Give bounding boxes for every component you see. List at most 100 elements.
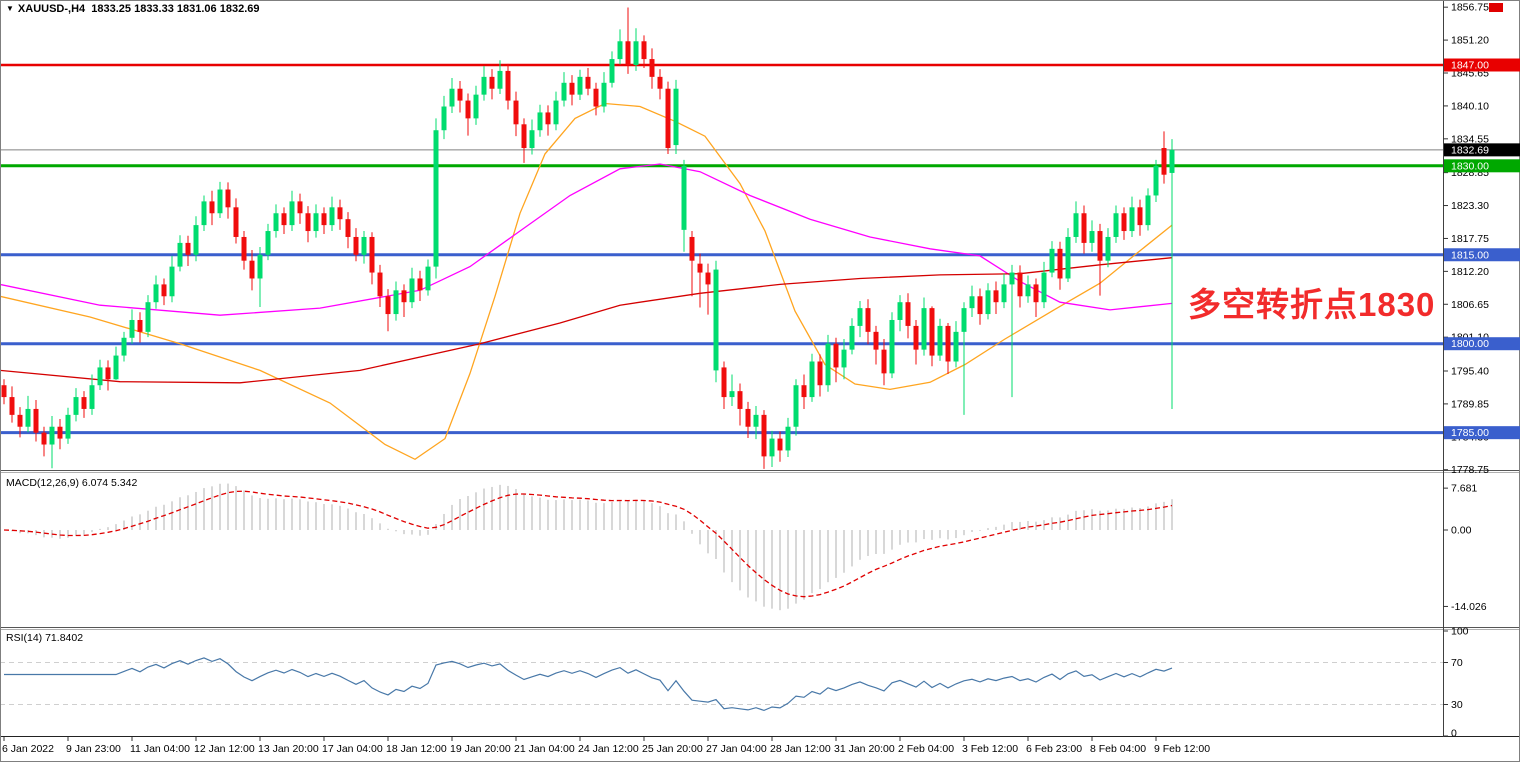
candle-body [17,414,23,427]
candle-body [361,236,367,255]
candle-body [697,263,703,273]
candle-body [785,426,791,451]
candle-body [985,290,991,315]
candle-body [817,361,823,386]
candle-body [601,82,607,107]
candle-body [1137,207,1143,226]
price-badge-1815.00 [1444,248,1520,262]
candle-body [121,337,127,356]
candle-body [273,213,279,232]
candlestick-series [1,7,1175,469]
price-tick-label: 1856.75 [1451,2,1489,14]
candle-body [793,385,799,427]
candle-body [1169,149,1175,173]
symbol-ohlc-header[interactable]: ▼ XAUUSD-,H4 1833.25 1833.33 1831.06 1832… [6,3,259,15]
candle-body [177,242,183,267]
candle-body [641,41,647,60]
time-tick-label: 19 Jan 20:00 [450,743,511,755]
ma-darkred-line[interactable] [0,257,1173,384]
candle-body [673,88,679,146]
time-tick-label: 31 Jan 20:00 [834,743,895,755]
candle-body [65,414,71,439]
time-tick-label: 8 Feb 04:00 [1090,743,1146,755]
candle-body [161,284,167,297]
candle-body [561,82,567,101]
candle-body [881,349,887,374]
candle-body [449,88,455,107]
rsi-tick-label: 30 [1451,699,1463,711]
ma-orange-line[interactable] [0,102,1173,461]
candle-body [905,302,911,326]
candle-body [481,76,487,95]
price-tick-label: 1851.20 [1451,35,1489,47]
macd-panel [3,483,1173,611]
candle-body [145,302,151,332]
candle-body [105,367,111,380]
candle-body [777,438,783,451]
candle-body [1105,236,1111,261]
candle-body [569,82,575,95]
candle-body [1161,148,1167,175]
macd-tick-label: 0.00 [1451,525,1472,537]
candle-body [25,408,31,427]
candle-body [489,76,495,89]
candle-body [753,414,759,427]
price-badge-1785.00 [1444,426,1520,440]
candle-body [705,272,711,285]
candle-body [505,70,511,101]
time-tick-label: 12 Jan 12:00 [194,743,255,755]
candle-body [921,308,927,350]
candle-body [1033,284,1039,303]
candle-body [9,397,15,415]
price-tick-label: 1795.40 [1451,365,1489,377]
candle-body [961,308,967,332]
candle-body [521,124,527,149]
macd-signal-line [3,490,1173,598]
candle-body [729,391,735,398]
indicator-axis[interactable]: 7.681 0.00 -14.026 100 70 30 0 [1443,483,1487,740]
candle-body [329,207,335,226]
candle-body [425,266,431,291]
axis-alert-icon[interactable] [1489,3,1503,12]
time-tick-label: 24 Jan 12:00 [578,743,639,755]
candle-body [761,414,767,457]
candle-body [153,284,159,303]
time-tick-label: 18 Jan 12:00 [386,743,447,755]
candle-body [897,302,903,320]
candle-body [313,213,319,232]
candle-body [593,88,599,107]
time-tick-label: 6 Jan 2022 [2,743,54,755]
candle-body [73,397,79,415]
candle-body [537,112,543,131]
price-tick-label: 1834.55 [1451,133,1489,145]
time-tick-label: 21 Jan 04:00 [514,743,575,755]
candle-body [433,130,439,267]
candle-body [1009,272,1015,285]
candle-body [513,100,519,125]
candle-body [377,272,383,297]
time-tick-label: 13 Jan 20:00 [258,743,319,755]
candle-body [1041,272,1047,303]
candle-body [417,278,423,291]
price-axis[interactable]: 1856.751851.201845.651840.101834.551828.… [1443,2,1520,477]
candle-body [977,296,983,315]
candle-body [169,266,175,297]
price-tick-label: 1806.65 [1451,299,1489,311]
chevron-down-icon[interactable]: ▼ [6,4,14,13]
time-axis[interactable]: 6 Jan 2022 9 Jan 23:00 11 Jan 04:00 12 Jan … [2,737,1210,755]
candle-body [345,219,351,237]
candle-body [137,319,143,332]
candle-body [113,355,119,380]
price-badge-label: 1815.00 [1451,249,1489,261]
candle-body [833,343,839,368]
candle-body [913,325,919,350]
candle-body [1145,195,1151,226]
candle-body [305,213,311,232]
candle-body [929,308,935,356]
candle-body [625,41,631,65]
time-tick-label: 9 Feb 12:00 [1154,743,1210,755]
candle-body [1065,236,1071,279]
price-badge-label: 1847.00 [1451,60,1489,72]
